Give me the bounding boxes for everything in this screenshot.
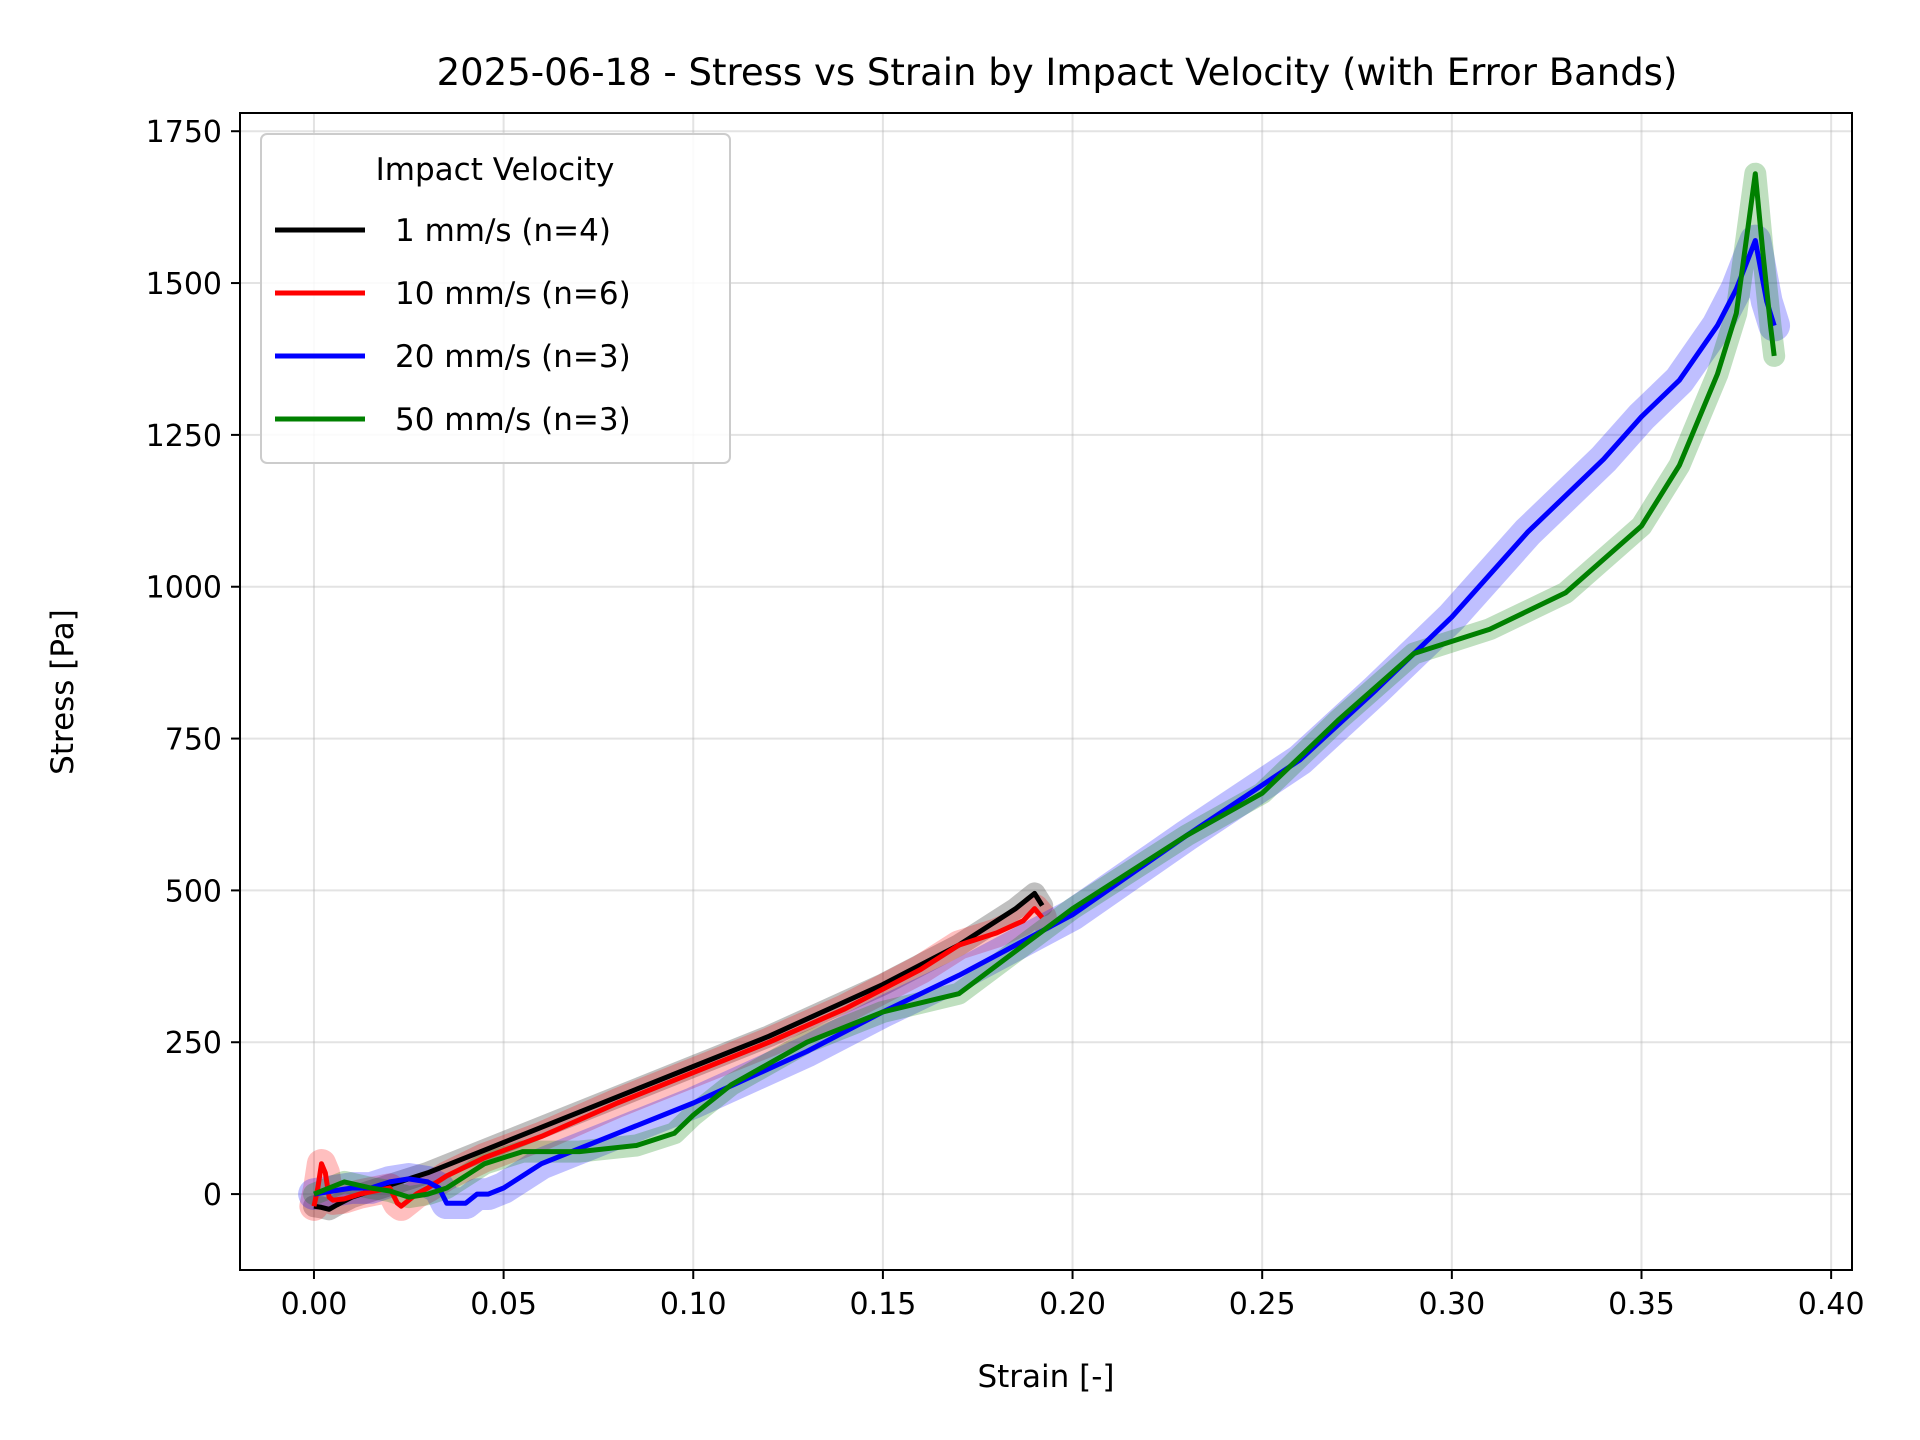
y-tick-label: 500 — [165, 874, 222, 909]
y-tick-label: 750 — [165, 723, 222, 758]
x-tick-label: 0.05 — [470, 1287, 537, 1322]
x-tick-label: 0.10 — [660, 1287, 727, 1322]
plot-area-frame — [239, 112, 1853, 1271]
chart-title: 2025-06-18 - Stress vs Strain by Impact … — [437, 51, 1678, 94]
legend-label: 20 mm/s (n=3) — [395, 339, 631, 375]
y-tick-label: 1750 — [146, 115, 222, 150]
axis-ticks: 0.00 0.05 0.10 0.15 0.20 0.25 0.30 0.35 0.40 0 250… — [146, 115, 1865, 1322]
y-tick-label: 1500 — [146, 267, 222, 302]
y-axis-label: Stress [Pa] — [45, 609, 81, 775]
y-tick-label: 0 — [203, 1178, 222, 1213]
x-tick-label: 0.40 — [1798, 1287, 1865, 1322]
legend-label: 10 mm/s (n=6) — [395, 276, 631, 312]
legend: Impact Velocity 1 mm/s (n=4) 10 mm/s (n=6… — [260, 133, 731, 464]
x-axis-label: Strain [-] — [977, 1359, 1114, 1395]
series-line-2 — [313, 238, 1777, 1206]
legend-label: 50 mm/s (n=3) — [395, 402, 631, 438]
x-tick-label: 0.30 — [1418, 1287, 1485, 1322]
series-line-0 — [313, 890, 1045, 1212]
legend-box — [260, 133, 731, 464]
y-tick-label: 1000 — [146, 571, 222, 606]
x-tick-label: 0.35 — [1608, 1287, 1675, 1322]
x-tick-label: 0.25 — [1229, 1287, 1296, 1322]
series-line-1 — [311, 906, 1045, 1209]
series-line-3 — [313, 171, 1777, 1200]
x-tick-label: 0.20 — [1039, 1287, 1106, 1322]
y-tick-label: 1250 — [146, 419, 222, 454]
series-lines — [311, 171, 1777, 1212]
legend-title: Impact Velocity — [376, 152, 615, 188]
x-tick-label: 0.00 — [281, 1287, 348, 1322]
x-tick-label: 0.15 — [850, 1287, 917, 1322]
y-tick-label: 250 — [165, 1026, 222, 1061]
legend-label: 1 mm/s (n=4) — [395, 213, 611, 249]
legend-entries: 1 mm/s (n=4) 10 mm/s (n=6) 20 mm/s (n=3) 50… — [275, 213, 631, 438]
